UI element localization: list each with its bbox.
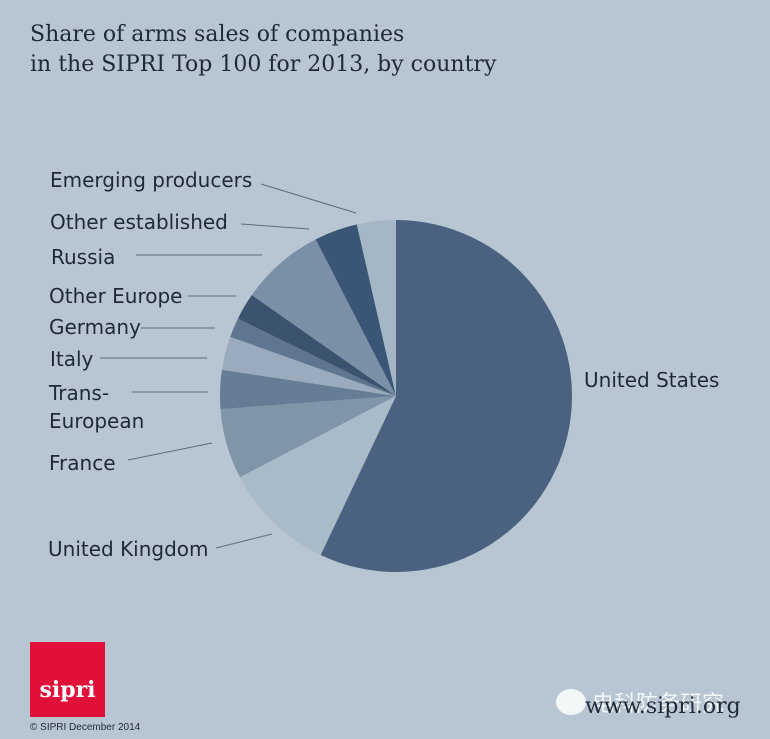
slice-label-other-established: Other established [50, 210, 228, 234]
sipri-logo: sipri [30, 642, 105, 717]
pie-slice-italy [221, 336, 396, 396]
leader-line-united-kingdom [215, 533, 273, 549]
logo-text: sipri [39, 677, 96, 703]
pie-slice-france [220, 396, 396, 478]
leader-line-emerging-producers [260, 183, 357, 214]
copyright-text: © SIPRI December 2014 [30, 722, 141, 733]
slice-label-russia: Russia [51, 245, 115, 269]
title-line-1: Share of arms sales of companies [30, 22, 405, 47]
slice-label-trans-european-2: European [49, 409, 144, 433]
pie-slice-germany [230, 318, 396, 396]
slice-label-emerging-producers: Emerging producers [50, 168, 252, 192]
pie-slice-united-states [320, 220, 573, 572]
leader-line-france [127, 442, 213, 461]
chart-title: Share of arms sales of companies in the … [30, 20, 496, 80]
website-link[interactable]: www.sipri.org [585, 694, 741, 719]
slice-label-other-europe: Other Europe [49, 284, 182, 308]
slice-label-united-kingdom: United Kingdom [48, 537, 209, 561]
slice-label-united-states: United States [584, 368, 719, 392]
watermark: 电科防务研究 [556, 686, 724, 718]
pie-slice-emerging-producers [356, 220, 396, 396]
slice-label-italy: Italy [50, 347, 94, 371]
slice-label-trans-european-1: Trans- [48, 381, 109, 405]
watermark-text: 电科防务研究 [592, 692, 725, 717]
slice-label-germany: Germany [49, 315, 141, 339]
chat-bubble-icon [556, 689, 586, 715]
pie-slice-trans-european [220, 369, 396, 410]
pie-slice-other-europe [237, 295, 396, 396]
pie-slice-other-established [315, 224, 396, 396]
slice-label-france: France [49, 451, 116, 475]
title-line-2: in the SIPRI Top 100 for 2013, by countr… [30, 52, 497, 77]
pie-slice-russia [251, 239, 396, 396]
leader-line-other-established [240, 223, 310, 230]
pie-slice-united-kingdom [239, 396, 396, 556]
